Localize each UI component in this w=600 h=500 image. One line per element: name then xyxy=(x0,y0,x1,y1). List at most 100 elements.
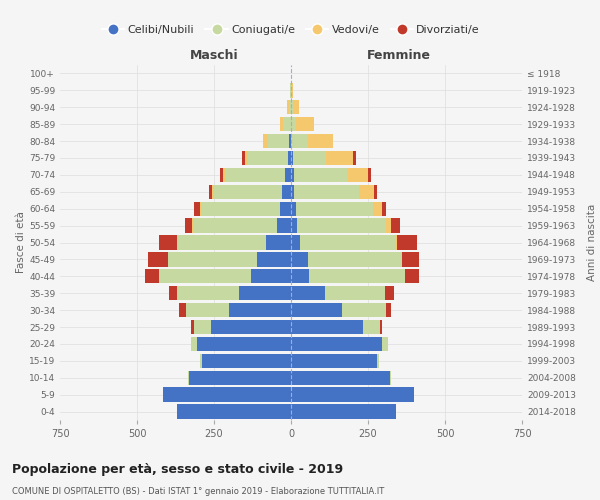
Bar xyxy=(158,269,251,283)
Bar xyxy=(287,100,289,114)
Bar xyxy=(290,83,291,98)
Bar xyxy=(359,184,374,199)
Bar xyxy=(277,218,291,233)
Bar xyxy=(179,303,186,318)
Bar xyxy=(291,236,300,250)
Bar xyxy=(291,320,364,334)
Bar xyxy=(389,370,391,385)
Bar xyxy=(200,202,202,216)
Bar xyxy=(296,117,314,132)
Text: COMUNE DI OSPITALETTO (BS) - Dati ISTAT 1° gennaio 2019 - Elaborazione TUTTITALI: COMUNE DI OSPITALETTO (BS) - Dati ISTAT … xyxy=(12,488,384,496)
Bar xyxy=(193,218,194,233)
Bar xyxy=(291,370,389,385)
Bar xyxy=(385,286,394,300)
Bar xyxy=(177,404,291,418)
Legend: Celibi/Nubili, Coniugati/e, Vedovi/e, Divorziati/e: Celibi/Nubili, Coniugati/e, Vedovi/e, Di… xyxy=(98,21,484,40)
Bar xyxy=(257,252,291,266)
Bar xyxy=(251,269,291,283)
Bar xyxy=(263,134,268,148)
Bar xyxy=(291,202,296,216)
Bar xyxy=(194,218,277,233)
Bar xyxy=(292,83,293,98)
Bar xyxy=(280,117,283,132)
Bar xyxy=(297,218,386,233)
Bar xyxy=(291,269,310,283)
Bar xyxy=(294,168,348,182)
Bar xyxy=(405,269,419,283)
Bar xyxy=(386,303,391,318)
Bar xyxy=(177,286,239,300)
Bar xyxy=(373,202,382,216)
Bar xyxy=(197,336,291,351)
Bar xyxy=(291,252,308,266)
Bar xyxy=(220,168,223,182)
Bar xyxy=(377,354,379,368)
Bar xyxy=(289,100,291,114)
Bar xyxy=(194,320,211,334)
Bar xyxy=(186,303,229,318)
Bar xyxy=(280,202,291,216)
Bar xyxy=(291,117,296,132)
Bar xyxy=(291,100,293,114)
Bar xyxy=(380,320,382,334)
Bar xyxy=(190,370,291,385)
Bar xyxy=(239,286,291,300)
Bar xyxy=(148,252,168,266)
Bar xyxy=(353,151,356,165)
Bar xyxy=(291,168,294,182)
Bar xyxy=(291,404,396,418)
Bar xyxy=(291,218,297,233)
Bar xyxy=(391,218,400,233)
Bar xyxy=(382,336,388,351)
Bar xyxy=(242,151,245,165)
Bar xyxy=(285,168,291,182)
Bar xyxy=(396,236,397,250)
Bar xyxy=(308,134,332,148)
Bar xyxy=(188,370,190,385)
Bar xyxy=(223,168,226,182)
Bar xyxy=(291,303,342,318)
Text: Maschi: Maschi xyxy=(190,48,238,62)
Bar xyxy=(291,286,325,300)
Text: Femmine: Femmine xyxy=(367,48,431,62)
Bar xyxy=(293,151,326,165)
Text: Popolazione per età, sesso e stato civile - 2019: Popolazione per età, sesso e stato civil… xyxy=(12,462,343,475)
Bar xyxy=(268,134,289,148)
Bar xyxy=(296,202,373,216)
Bar xyxy=(310,269,405,283)
Bar xyxy=(325,286,385,300)
Bar xyxy=(168,252,257,266)
Bar xyxy=(308,252,402,266)
Bar xyxy=(177,236,266,250)
Bar xyxy=(291,354,377,368)
Y-axis label: Anni di nascita: Anni di nascita xyxy=(587,204,597,281)
Bar xyxy=(145,269,158,283)
Bar xyxy=(209,184,212,199)
Bar xyxy=(364,320,380,334)
Bar xyxy=(211,320,291,334)
Bar xyxy=(397,236,417,250)
Bar xyxy=(386,218,391,233)
Bar xyxy=(368,168,371,182)
Bar xyxy=(291,83,292,98)
Bar xyxy=(248,151,288,165)
Bar xyxy=(382,202,386,216)
Bar xyxy=(266,236,291,250)
Bar xyxy=(291,388,414,402)
Bar xyxy=(289,134,291,148)
Bar xyxy=(158,236,177,250)
Bar xyxy=(212,184,214,199)
Bar xyxy=(169,286,177,300)
Bar xyxy=(229,303,291,318)
Bar xyxy=(348,168,368,182)
Bar xyxy=(200,354,202,368)
Bar xyxy=(282,184,291,199)
Bar xyxy=(342,303,386,318)
Bar xyxy=(283,117,291,132)
Bar xyxy=(326,151,353,165)
Bar xyxy=(163,388,291,402)
Bar xyxy=(202,202,280,216)
Bar xyxy=(214,184,282,199)
Bar xyxy=(291,134,308,148)
Bar xyxy=(291,336,382,351)
